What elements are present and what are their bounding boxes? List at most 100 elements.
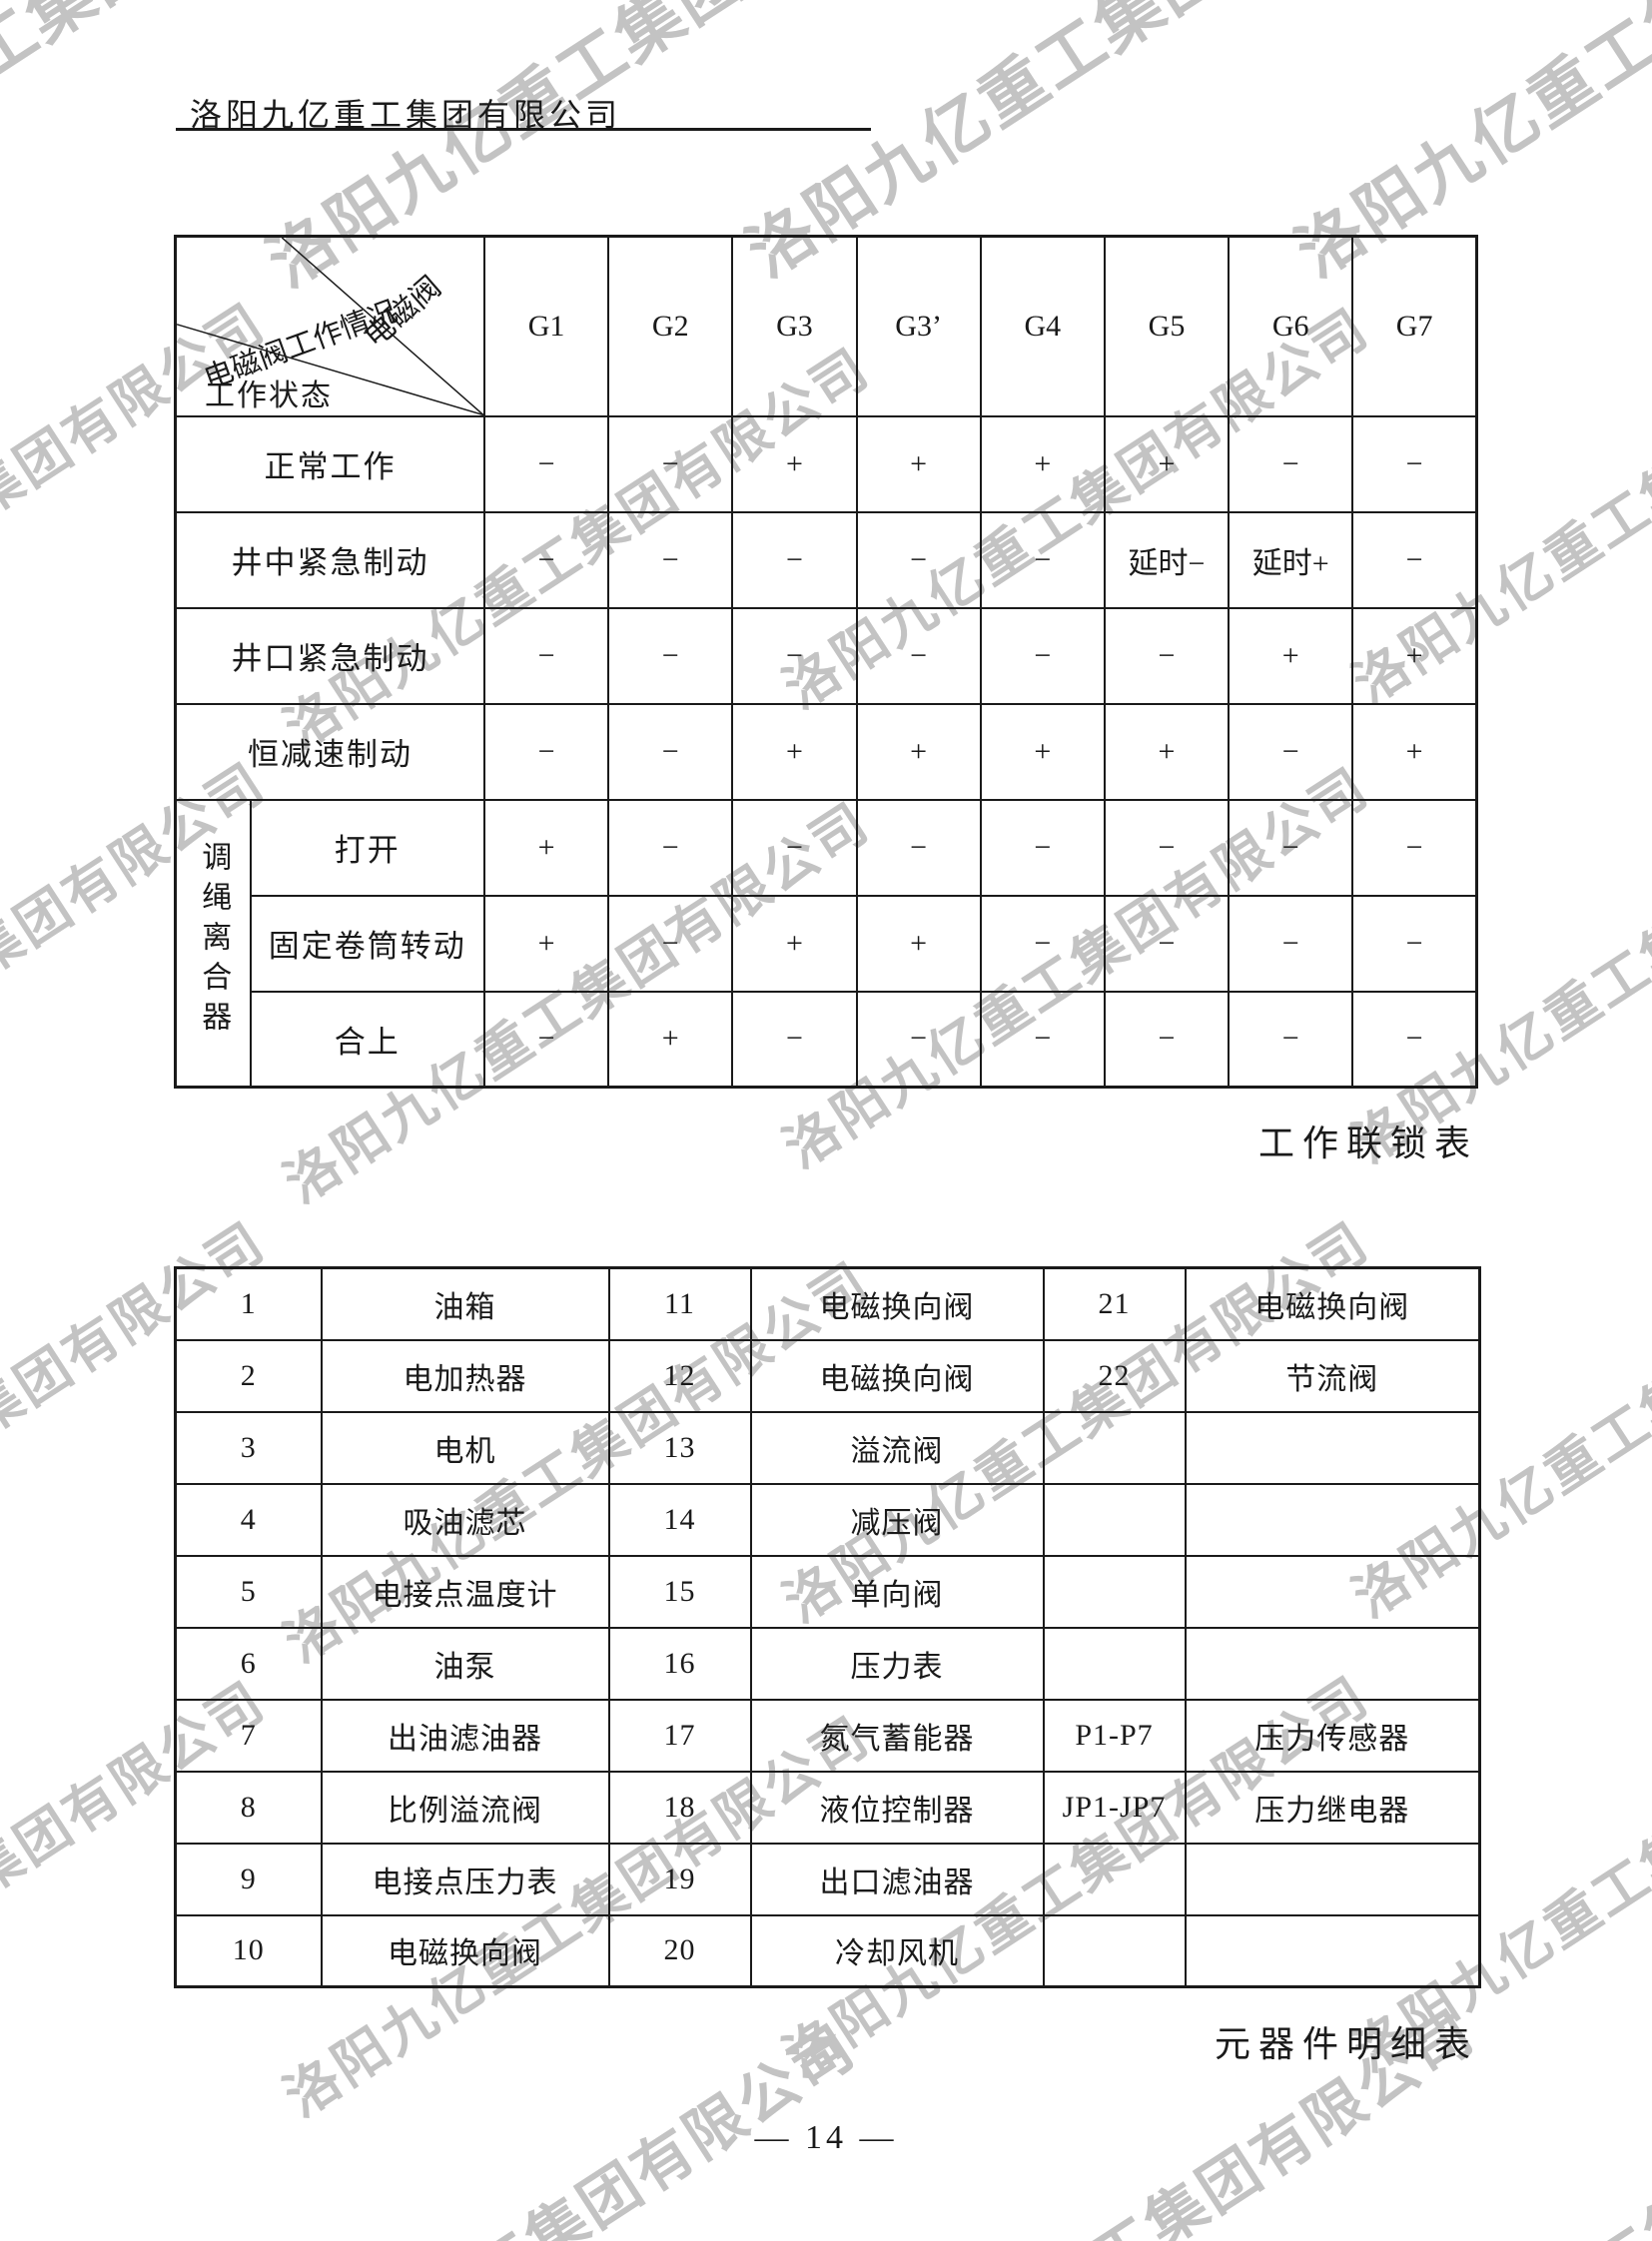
table-row: 7 出油滤油器 17 氮气蓄能器 P1-P7 压力传感器 (174, 1698, 1481, 1773)
item-name-cell: 溢流阀 (749, 1410, 1045, 1485)
item-number-cell: P1-P7 (1042, 1698, 1187, 1773)
state-cell: − (855, 990, 982, 1089)
row-label: 井中紧急制动 (174, 510, 485, 609)
item-name-cell (1184, 1554, 1481, 1629)
state-cell: − (731, 606, 858, 705)
state-cell: − (855, 510, 982, 609)
item-name-cell: 电磁换向阀 (749, 1266, 1045, 1341)
state-cell: + (1228, 606, 1354, 705)
column-header-G3: G3 (731, 235, 858, 417)
state-cell: − (607, 510, 734, 609)
state-cell: − (1228, 990, 1354, 1089)
item-number-cell: 20 (607, 1913, 752, 1988)
column-header-G2: G2 (607, 235, 734, 417)
table-row: 3 电机 13 溢流阀 (174, 1410, 1481, 1485)
item-name-cell: 油泵 (320, 1626, 610, 1701)
state-cell: − (1351, 414, 1478, 513)
item-number-cell: 4 (174, 1482, 323, 1557)
item-number-cell (1042, 1842, 1187, 1916)
item-number-cell: 7 (174, 1698, 323, 1773)
item-name-cell: 氮气蓄能器 (749, 1698, 1045, 1773)
item-number-cell (1042, 1482, 1187, 1557)
column-header-G1: G1 (482, 235, 610, 417)
column-header-G4: G4 (979, 235, 1106, 417)
state-cell: + (482, 798, 610, 897)
state-cell: − (979, 894, 1106, 993)
table-row: 5 电接点温度计 15 单向阀 (174, 1554, 1481, 1629)
item-name-cell: 出油滤油器 (320, 1698, 610, 1773)
table-row: 8 比例溢流阀 18 液位控制器 JP1-JP7 压力继电器 (174, 1770, 1481, 1845)
item-name-cell: 电磁换向阀 (320, 1913, 610, 1988)
row-label: 井口紧急制动 (174, 606, 485, 705)
item-number-cell: 3 (174, 1410, 323, 1485)
item-number-cell (1042, 1410, 1187, 1485)
state-cell: − (731, 990, 858, 1089)
page-number: — 14 — (754, 2119, 898, 2156)
item-number-cell: 11 (607, 1266, 752, 1341)
item-name-cell (1184, 1913, 1481, 1988)
item-number-cell: 5 (174, 1554, 323, 1629)
item-number-cell: 12 (607, 1338, 752, 1413)
state-cell: + (482, 894, 610, 993)
item-name-cell: 电加热器 (320, 1338, 610, 1413)
item-name-cell: 压力继电器 (1184, 1770, 1481, 1845)
state-cell: 延时+ (1228, 510, 1354, 609)
table-row: 调绳离合器 打开 + − − − − − − − (174, 798, 1478, 1089)
state-cell: − (1351, 894, 1478, 993)
item-number-cell: 15 (607, 1554, 752, 1629)
item-number-cell: 22 (1042, 1338, 1187, 1413)
state-cell: − (731, 510, 858, 609)
state-cell: + (1351, 606, 1478, 705)
row-label: 固定卷筒转动 (249, 894, 485, 993)
table-row: 正常工作 − − + + + + − − (174, 414, 1478, 513)
item-name-cell: 液位控制器 (749, 1770, 1045, 1845)
state-cell: − (607, 414, 734, 513)
item-name-cell: 节流阀 (1184, 1338, 1481, 1413)
item-name-cell (1184, 1482, 1481, 1557)
state-cell: − (979, 990, 1106, 1089)
item-number-cell: 8 (174, 1770, 323, 1845)
table-row: 固定卷筒转动 + − + + − − − − (176, 894, 1478, 993)
table-row: 合上 − + − − − − − − (176, 990, 1478, 1089)
state-cell: − (482, 510, 610, 609)
company-name: 洛阳九亿重工集团有限公司 (190, 97, 622, 133)
row-label: 合上 (249, 990, 485, 1089)
state-cell: + (855, 702, 982, 801)
state-cell: 延时− (1103, 510, 1231, 609)
item-name-cell: 出口滤油器 (749, 1842, 1045, 1916)
state-cell: − (1351, 510, 1478, 609)
interlock-table-caption: 工作联锁表 (1257, 1123, 1478, 1163)
header-underline (176, 128, 871, 131)
item-number-cell: 17 (607, 1698, 752, 1773)
item-number-cell: 21 (1042, 1266, 1187, 1341)
diagonal-lines (177, 238, 482, 414)
state-cell: − (1103, 990, 1231, 1089)
item-name-cell: 冷却风机 (749, 1913, 1045, 1988)
item-number-cell: 19 (607, 1842, 752, 1916)
state-cell: + (731, 894, 858, 993)
state-cell: + (731, 414, 858, 513)
state-cell: + (731, 702, 858, 801)
item-name-cell (1184, 1410, 1481, 1485)
table-row: 6 油泵 16 压力表 (174, 1626, 1481, 1701)
state-cell: + (1103, 702, 1231, 801)
state-cell: + (855, 414, 982, 513)
table-row: 井中紧急制动 − − − − − 延时− 延时+ − (174, 510, 1478, 609)
item-name-cell: 吸油滤芯 (320, 1482, 610, 1557)
column-header-G7: G7 (1351, 235, 1478, 417)
item-name-cell: 减压阀 (749, 1482, 1045, 1557)
row-label: 正常工作 (174, 414, 485, 513)
item-name-cell (1184, 1626, 1481, 1701)
item-name-cell: 压力表 (749, 1626, 1045, 1701)
state-cell: − (1351, 990, 1478, 1089)
item-number-cell: 1 (174, 1266, 323, 1341)
table-row: 10 电磁换向阀 20 冷却风机 (174, 1913, 1481, 1988)
state-cell: − (731, 798, 858, 897)
item-number-cell: 14 (607, 1482, 752, 1557)
row-label: 打开 (249, 798, 485, 897)
state-cell: − (607, 702, 734, 801)
item-name-cell: 比例溢流阀 (320, 1770, 610, 1845)
state-cell: − (1103, 798, 1231, 897)
state-cell: − (482, 990, 610, 1089)
